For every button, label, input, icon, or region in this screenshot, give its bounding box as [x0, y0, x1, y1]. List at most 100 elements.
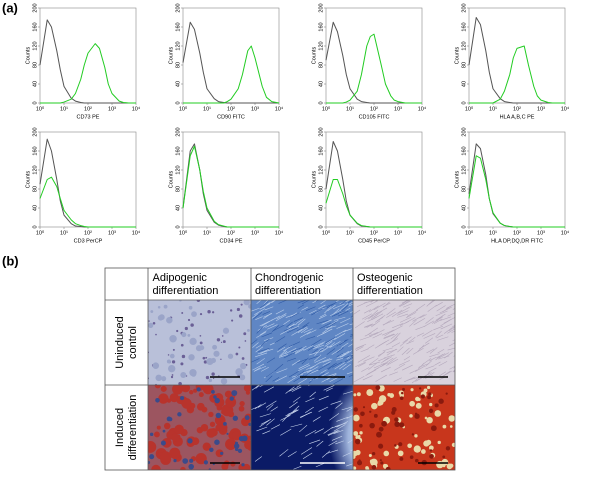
texture [256, 331, 266, 338]
y-tick-label: 0 [318, 225, 324, 228]
x-axis-label: CD90 FITC [217, 114, 245, 120]
texture [336, 323, 349, 329]
texture [337, 310, 349, 317]
texture [275, 314, 287, 322]
texture [272, 377, 280, 382]
texture [378, 443, 384, 449]
column-header: Osteogenic differentiation [357, 272, 423, 297]
texture [381, 420, 387, 427]
texture [398, 306, 410, 314]
texture [399, 339, 408, 347]
texture [428, 445, 434, 451]
texture [357, 435, 361, 438]
texture [292, 349, 299, 354]
texture [318, 304, 326, 309]
texture [434, 403, 439, 408]
texture [168, 364, 176, 373]
texture [398, 360, 410, 366]
texture [260, 338, 270, 346]
texture [414, 434, 418, 438]
texture [230, 461, 236, 467]
texture [373, 413, 378, 418]
texture [379, 459, 382, 462]
texture [311, 348, 319, 354]
texture [409, 455, 414, 459]
texture [296, 385, 302, 388]
texture [447, 312, 455, 317]
texture [406, 347, 414, 355]
texture [356, 301, 368, 308]
texture [361, 313, 373, 320]
x-tick-label: 10² [370, 230, 378, 236]
texture [285, 386, 295, 394]
texture [265, 323, 275, 328]
y-tick-label: 80 [175, 186, 181, 192]
y-tick-label: 40 [175, 81, 181, 87]
texture [427, 395, 432, 400]
x-tick-label: 10³ [537, 106, 545, 112]
texture [436, 334, 444, 339]
texture [425, 365, 435, 370]
texture [213, 395, 217, 399]
texture [429, 402, 433, 407]
texture [401, 364, 413, 371]
texture [297, 326, 308, 334]
texture [271, 315, 281, 321]
texture [373, 310, 383, 318]
texture [318, 363, 331, 371]
histogram-line [183, 45, 280, 104]
texture [181, 332, 187, 338]
texture [216, 338, 221, 342]
texture [293, 374, 305, 383]
texture [319, 345, 329, 353]
texture [307, 369, 319, 375]
texture [191, 311, 197, 318]
texture [410, 388, 414, 392]
x-axis-label: HLA DP,DQ,DR FITC [491, 238, 543, 244]
texture [328, 319, 339, 327]
texture [439, 306, 452, 314]
texture [231, 390, 238, 397]
y-tick-label: 40 [32, 205, 38, 211]
texture [407, 443, 412, 449]
texture [314, 300, 319, 302]
texture [447, 347, 455, 351]
y-tick-label: 0 [461, 225, 467, 228]
texture [263, 300, 269, 305]
texture [288, 323, 298, 328]
texture [179, 300, 182, 302]
texture [149, 454, 155, 460]
texture [324, 306, 332, 314]
texture [436, 305, 446, 312]
texture [302, 322, 310, 328]
texture [202, 442, 211, 451]
y-axis-label: Counts [454, 47, 460, 65]
texture [180, 362, 184, 366]
histogram-line [39, 176, 136, 228]
texture [391, 342, 401, 348]
y-tick-label: 0 [175, 225, 181, 228]
texture [202, 356, 206, 360]
texture [262, 348, 274, 353]
texture [306, 366, 319, 374]
texture [361, 367, 370, 372]
texture [425, 317, 434, 324]
texture [315, 463, 325, 468]
y-tick-label: 40 [32, 81, 38, 87]
texture [270, 424, 281, 430]
texture [320, 368, 328, 374]
texture [319, 313, 327, 318]
texture [341, 342, 349, 348]
texture [174, 424, 184, 435]
texture [331, 435, 343, 441]
texture [399, 393, 405, 398]
texture [154, 385, 161, 389]
texture [364, 323, 376, 328]
y-tick-label: 120 [318, 165, 324, 174]
x-tick-label: 10¹ [60, 106, 68, 112]
texture [367, 316, 378, 322]
y-tick-label: 80 [461, 186, 467, 192]
texture [292, 405, 300, 413]
texture [346, 414, 353, 419]
